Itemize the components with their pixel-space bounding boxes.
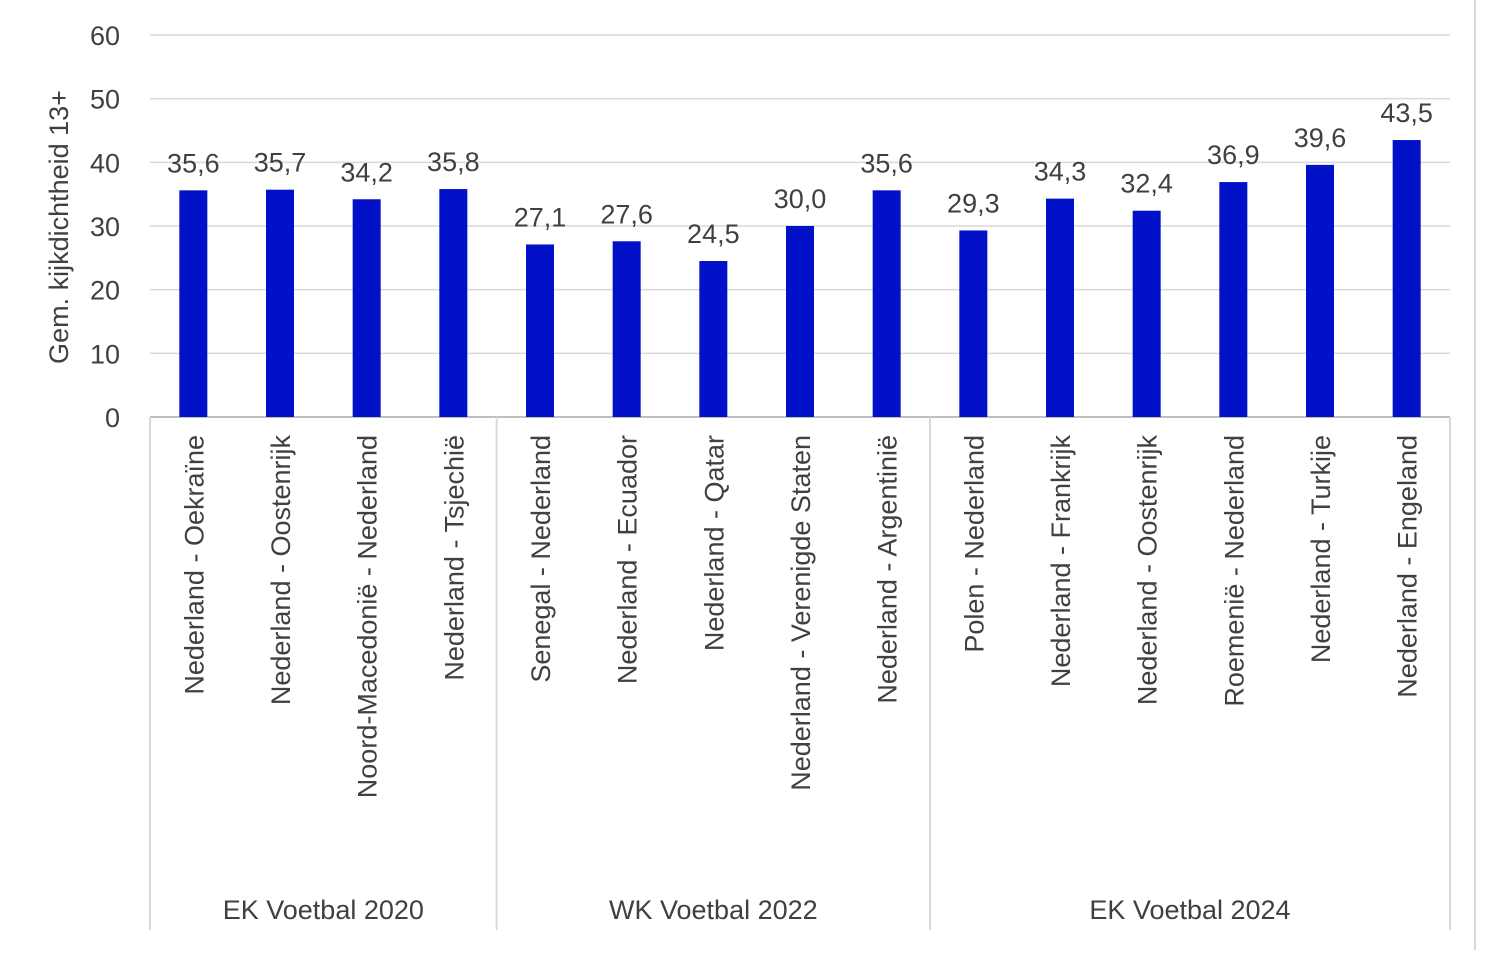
bar [1392, 140, 1421, 418]
category-label: Senegal - Nederland [526, 435, 556, 683]
data-label: 39,6 [1294, 123, 1347, 153]
data-label: 35,6 [167, 148, 220, 178]
category-label: Nederland - Ecuador [613, 435, 643, 684]
group-labels: EK Voetbal 2020 WK Voetbal 2022 EK Voetbal… [223, 895, 1291, 925]
category-label: Nederland - Qatar [699, 435, 729, 651]
bar [612, 241, 641, 417]
data-label: 29,3 [947, 188, 1000, 218]
y-tick-label: 0 [105, 403, 120, 433]
y-tick-label: 10 [90, 339, 120, 369]
data-label: 24,5 [687, 219, 740, 249]
data-label: 36,9 [1207, 140, 1260, 170]
group-label: EK Voetbal 2020 [223, 895, 424, 925]
data-label: 30,0 [774, 184, 827, 214]
bar [872, 190, 901, 417]
bar [439, 189, 468, 417]
y-tick-label: 50 [90, 85, 120, 115]
bar [352, 199, 381, 417]
y-tick-label: 20 [90, 276, 120, 306]
category-label: Nederland - Turkije [1306, 435, 1336, 663]
group-label: EK Voetbal 2024 [1089, 895, 1290, 925]
bar [266, 189, 294, 417]
bar [699, 261, 728, 417]
data-label: 35,8 [427, 147, 480, 177]
bar [179, 190, 208, 417]
data-labels: 35,6 35,7 34,2 35,8 27,1 27,6 24,5 30,0 35,6 29,3… [167, 98, 1433, 249]
category-label: Noord-Macedonië - Nederland [353, 435, 383, 798]
y-tick-label: 30 [90, 212, 120, 242]
category-label: Nederland - Verenigde Staten [786, 435, 816, 791]
data-label: 34,2 [340, 157, 393, 187]
bar [959, 230, 988, 417]
group-label: WK Voetbal 2022 [609, 895, 818, 925]
category-label: Polen - Nederland [959, 435, 989, 653]
bar [1306, 164, 1334, 417]
data-label: 32,4 [1120, 169, 1173, 199]
y-axis-label: Gem. kijkdichtheid 13+ [44, 90, 74, 364]
y-tick-label: 60 [90, 21, 120, 51]
bars [179, 140, 1421, 418]
category-label: Nederland - Oostenrijk [1133, 435, 1163, 706]
data-label: 35,7 [254, 148, 307, 178]
data-label: 35,6 [860, 148, 913, 178]
y-tick-label: 40 [90, 148, 120, 178]
category-label: Roemenië - Nederland [1219, 435, 1249, 707]
bar [1132, 210, 1161, 417]
category-label: Nederland - Tsjechië [439, 435, 469, 681]
bar [786, 226, 814, 417]
data-label: 34,3 [1034, 157, 1087, 187]
category-labels: Nederland - Oekraïne Nederland - Oostenri… [179, 435, 1422, 799]
window-edge [1474, 0, 1488, 950]
bar [1046, 198, 1074, 417]
category-label: Nederland - Oostenrijk [266, 435, 296, 706]
category-label: Nederland - Engeland [1393, 435, 1423, 698]
category-label: Nederland - Oekraïne [179, 435, 209, 695]
bar [526, 244, 554, 417]
data-label: 43,5 [1380, 98, 1433, 128]
category-label: Nederland - Argentinië [873, 435, 903, 704]
data-label: 27,6 [600, 199, 653, 229]
category-label: Nederland - Frankrijk [1046, 435, 1076, 688]
bar [1219, 182, 1248, 417]
data-label: 27,1 [514, 202, 567, 232]
